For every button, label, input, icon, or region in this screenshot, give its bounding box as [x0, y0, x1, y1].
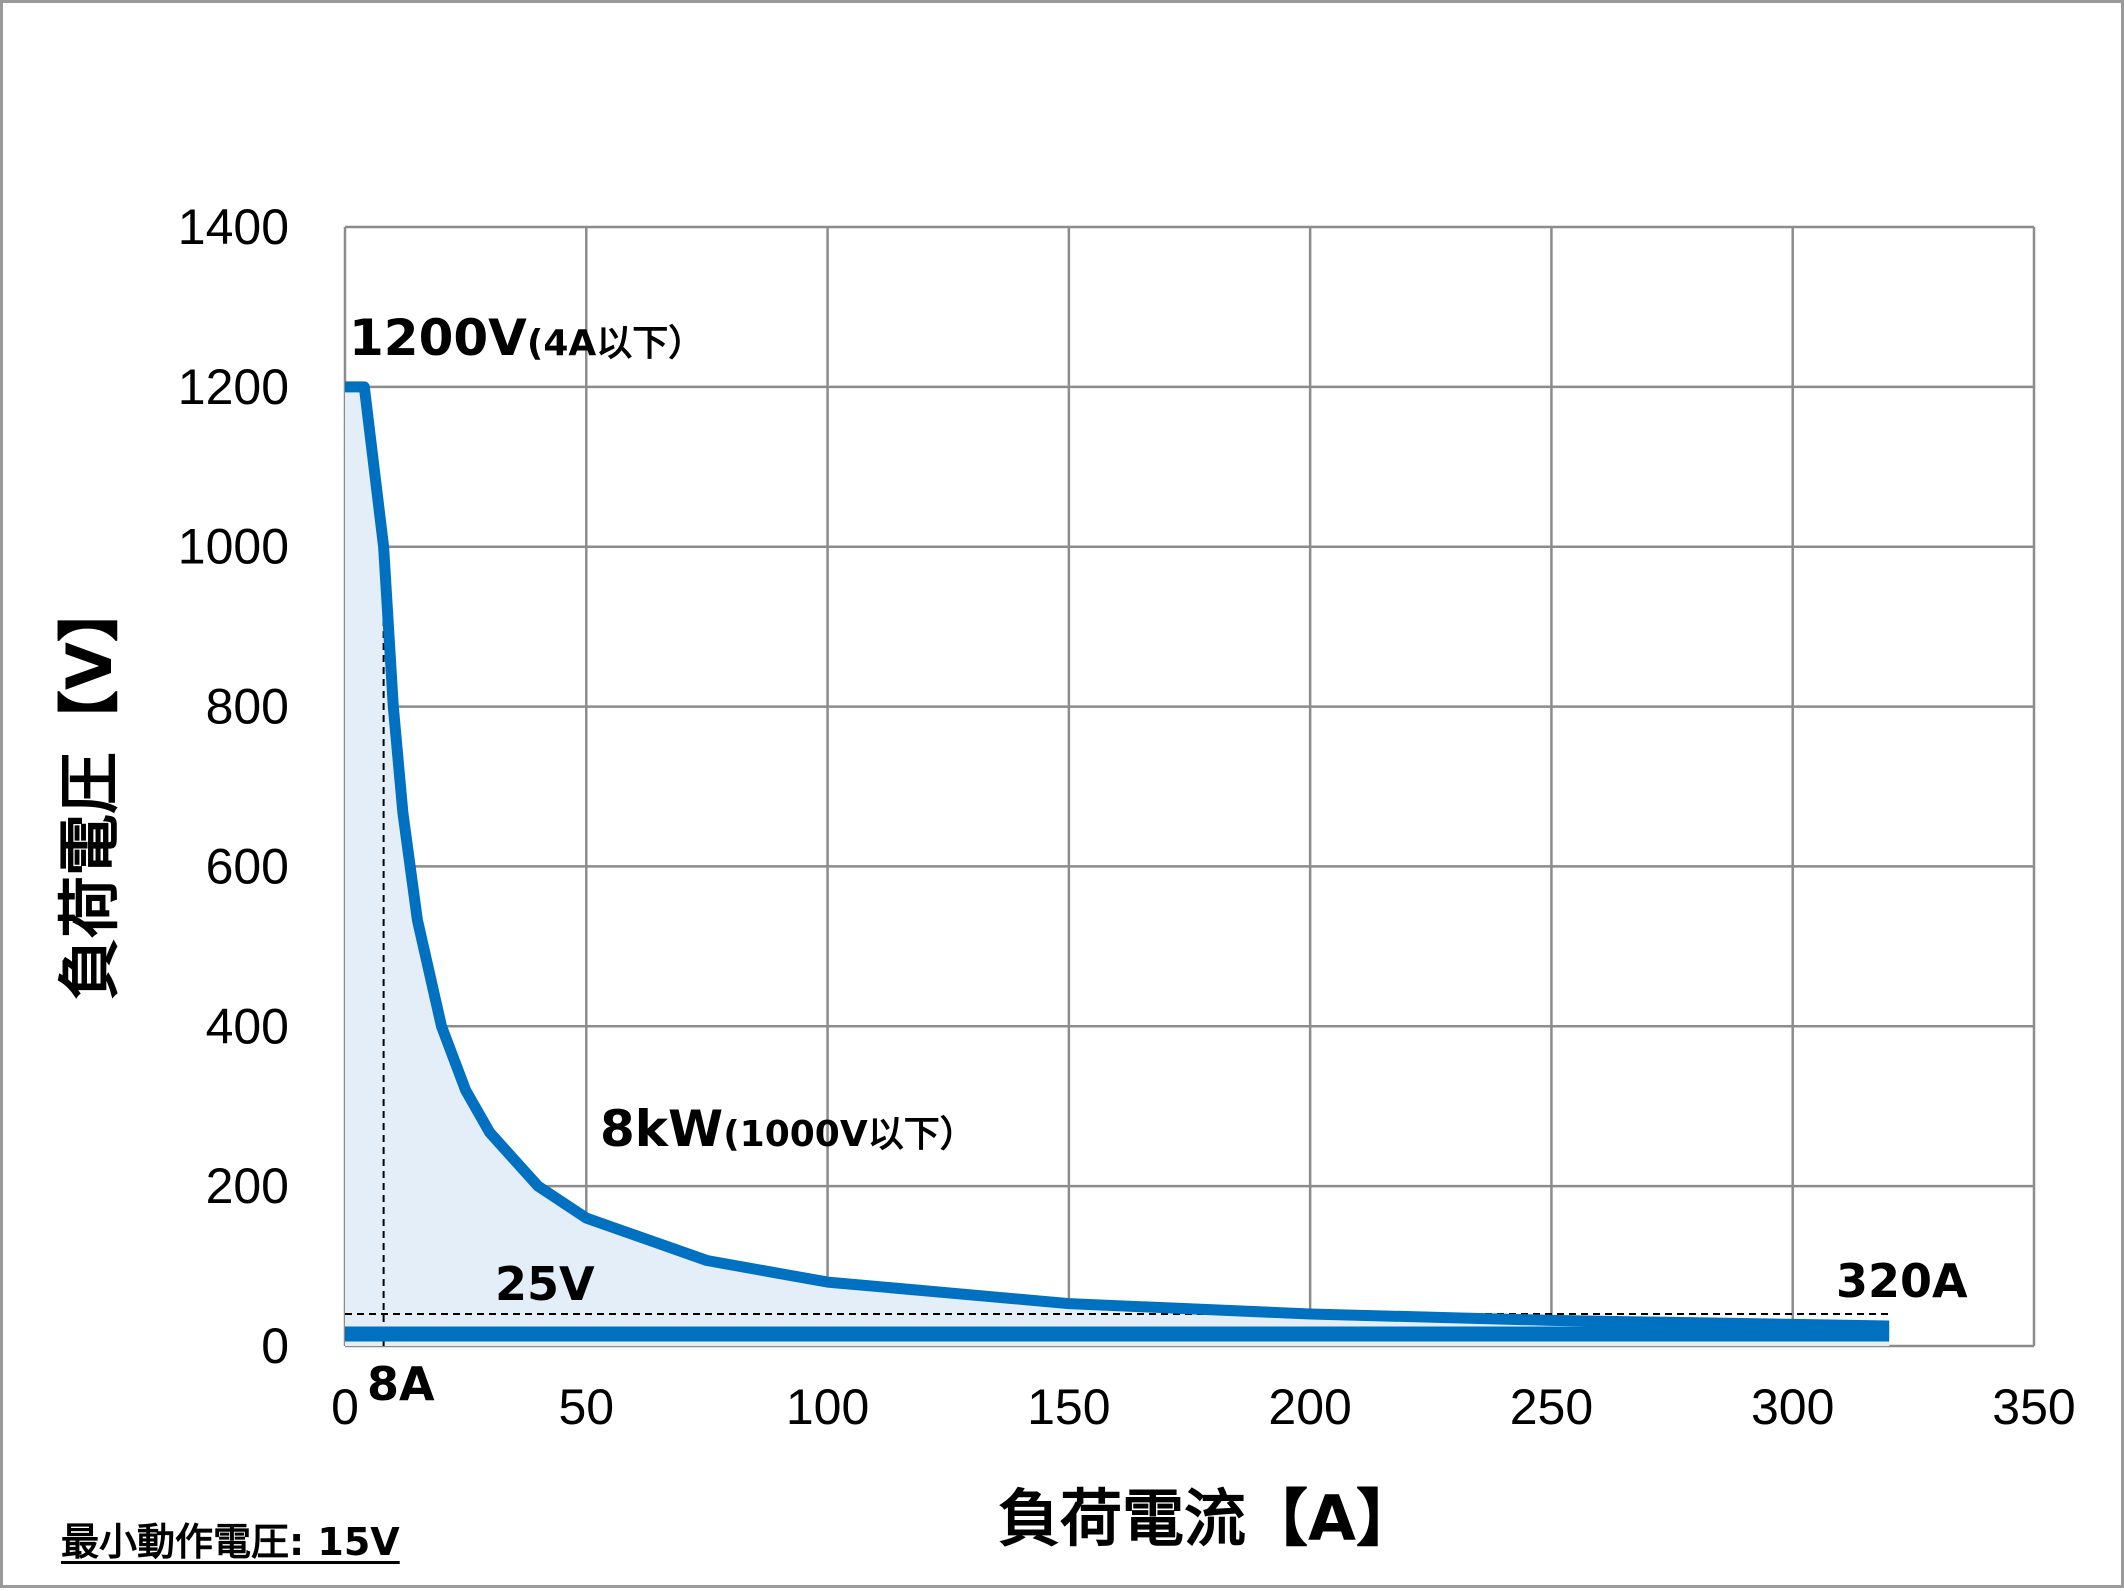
y-tick-label-5: 1000: [178, 519, 289, 575]
footnote-min-voltage: 最小動作電圧: 15V: [61, 1520, 400, 1564]
y-tick-label-0: 0: [261, 1318, 289, 1374]
x-tick-label-6: 300: [1751, 1379, 1834, 1435]
series-lines: [345, 381, 1890, 1342]
y-axis-title: 負荷電圧【V】: [53, 580, 126, 1000]
y-tick-label-6: 1200: [178, 359, 289, 415]
y-tick-label-4: 800: [206, 679, 289, 735]
x-tick-label-5: 250: [1510, 1379, 1593, 1435]
annotation-max-voltage-sub: (4A以下）: [527, 323, 704, 364]
area-fill: [345, 386, 1890, 1346]
operating-area: [345, 386, 1890, 1346]
x-axis-title: 負荷電流【A】: [998, 1482, 1418, 1555]
y-tick-label-3: 600: [206, 838, 289, 894]
y-tick-label-7: 1400: [178, 199, 289, 255]
x-tick-label-4: 200: [1268, 1379, 1351, 1435]
annotation-max-power: 8kW(1000V以下）: [600, 1100, 976, 1158]
annotation-8a: 8A: [367, 1357, 435, 1411]
x-tick-label-0: 0: [331, 1379, 359, 1435]
tick-labels: 0 50 100 150 200 250 300 350 0 200 400 600 800 1000 12…: [178, 199, 2076, 1435]
x-tick-label-2: 100: [786, 1379, 869, 1435]
annotation-25v: 25V: [495, 1257, 595, 1311]
x-tick-label-1: 50: [558, 1379, 614, 1435]
y-tick-label-1: 200: [206, 1158, 289, 1214]
grid: [343, 225, 2036, 1348]
annotation-max-voltage-main: 1200V: [349, 309, 527, 367]
annotation-max-power-sub: (1000V以下）: [723, 1114, 976, 1155]
x-tick-label-7: 350: [1992, 1379, 2075, 1435]
annotation-320a: 320A: [1836, 1254, 1968, 1308]
x-tick-label-3: 150: [1027, 1379, 1110, 1435]
y-tick-label-2: 400: [206, 998, 289, 1054]
annotation-max-power-main: 8kW: [600, 1100, 723, 1158]
reference-lines: [345, 546, 1890, 1346]
power-limit-curve: [345, 381, 1890, 1332]
annotation-max-voltage: 1200V(4A以下）: [349, 309, 704, 367]
chart-svg: 0 50 100 150 200 250 300 350 0 200 400 600 800 1000 12…: [53, 199, 2076, 1555]
